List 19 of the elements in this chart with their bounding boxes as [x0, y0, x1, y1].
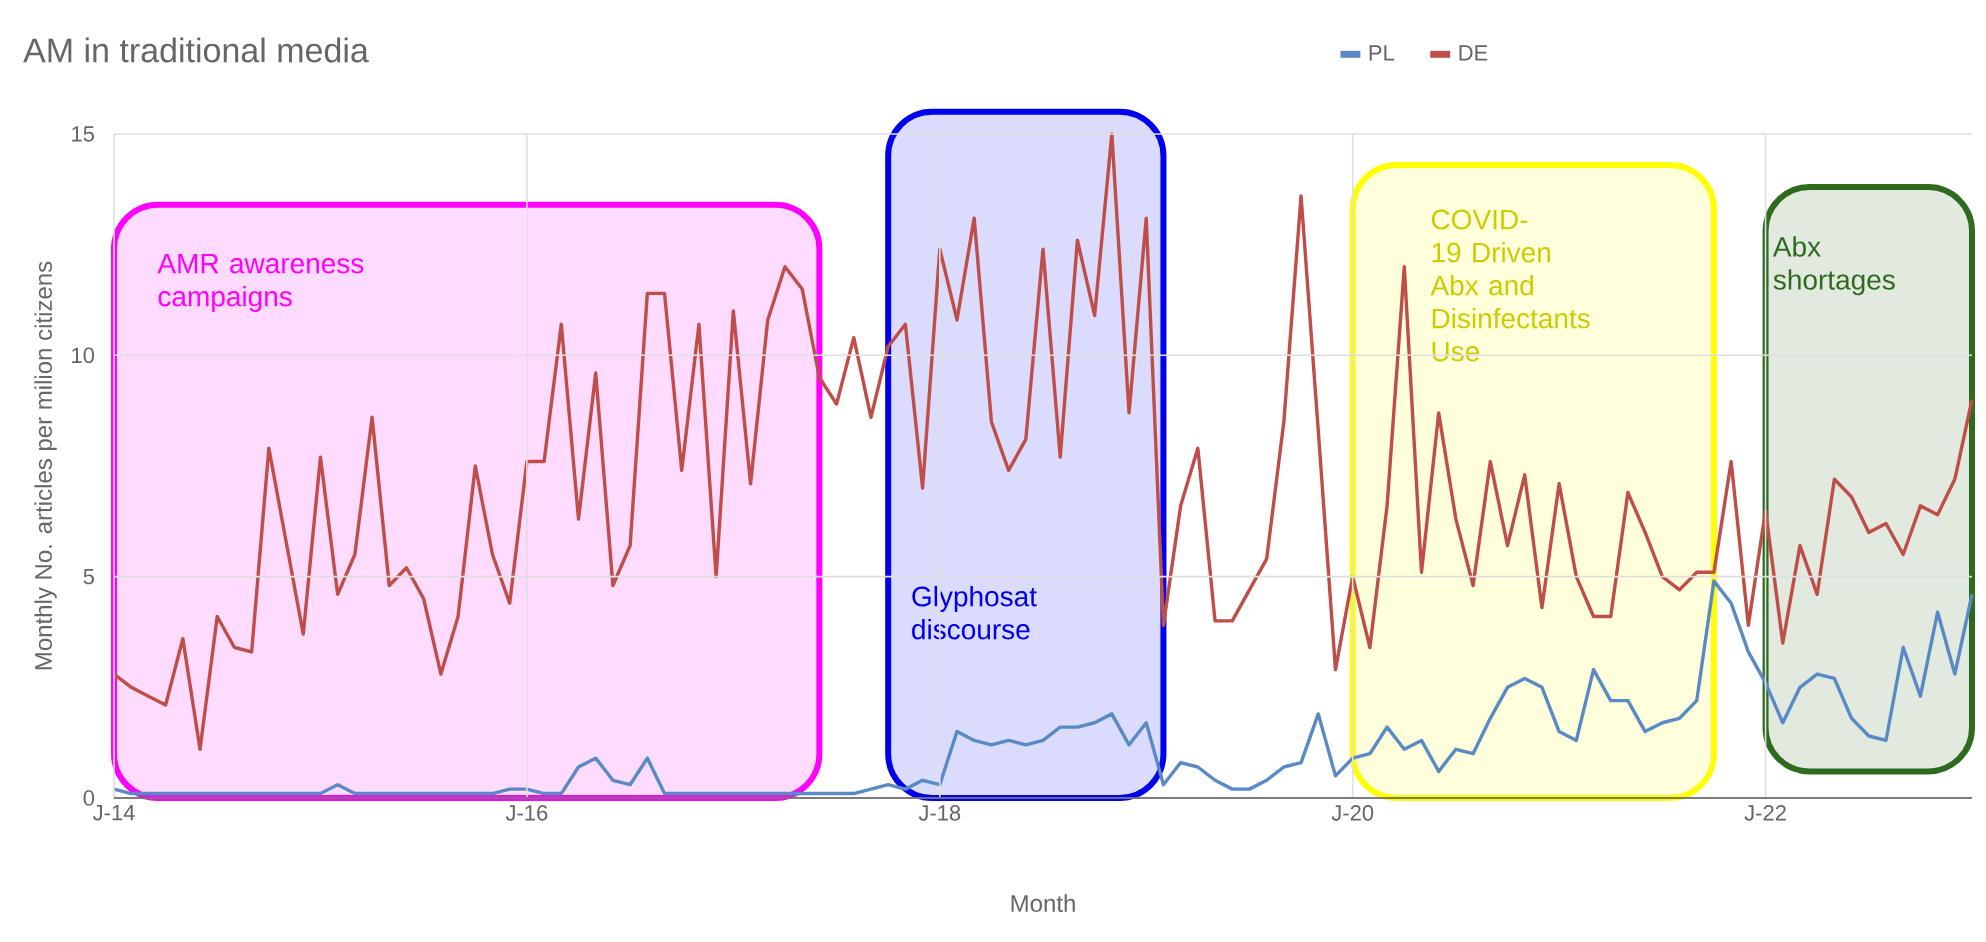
- y-tick-label: 10: [72, 347, 95, 364]
- band-label: AMR awareness campaigns: [157, 253, 364, 312]
- band-label: Glyphosat discourse: [912, 585, 1037, 640]
- y-axis-title: Monthly No. articles per milion citizens: [34, 261, 57, 670]
- band-label: Abx shortages: [1772, 236, 1895, 296]
- y-tick-label: 5: [83, 569, 95, 585]
- x-tick-label: J-18: [918, 805, 961, 821]
- x-tick-label: J-22: [1744, 805, 1786, 821]
- y-tick-label: 0: [83, 790, 95, 806]
- line-series: [112, 132, 1974, 751]
- legend-label: DE: [1459, 45, 1488, 61]
- chart-title: AM in traditional media: [23, 37, 369, 63]
- x-tick-label: J-14: [92, 805, 135, 821]
- legend-label: PL: [1369, 45, 1395, 61]
- band-label: COVID-19 Driven Abx and Disinfectants Use: [1430, 209, 1590, 362]
- x-tick-label: J-20: [1331, 805, 1374, 821]
- y-tick-label: 15: [72, 126, 94, 142]
- x-tick-label: J-16: [505, 805, 548, 821]
- x-axis-title: Month: [1011, 894, 1075, 912]
